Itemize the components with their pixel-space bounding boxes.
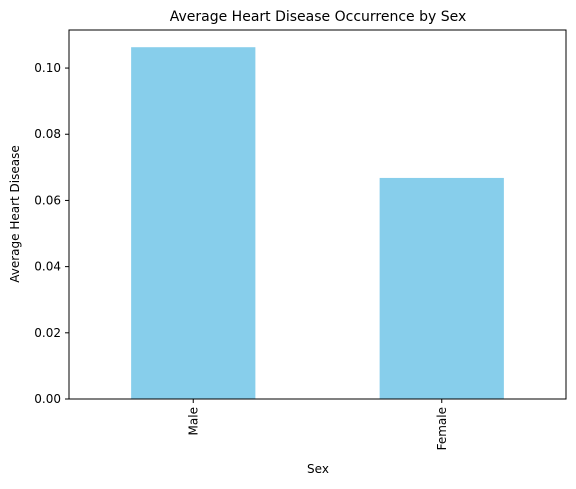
y-axis-label: Average Heart Disease — [8, 145, 22, 283]
y-tick-label: 0.06 — [34, 193, 61, 207]
x-axis-label: Sex — [307, 462, 329, 476]
y-tick-label: 0.04 — [34, 260, 61, 274]
chart-title: Average Heart Disease Occurrence by Sex — [170, 9, 467, 25]
y-tick-label: 0.02 — [34, 326, 61, 340]
plot-frame — [68, 29, 567, 400]
y-tick-label: 0.10 — [34, 61, 61, 75]
x-tick-label-female: Female — [435, 407, 449, 450]
y-tick-label: 0.00 — [34, 392, 61, 406]
bars-layer — [131, 47, 504, 400]
x-axis: Male Female — [186, 399, 449, 450]
bar-female — [379, 177, 504, 399]
y-axis: 0.00 0.02 0.04 0.06 0.08 0.10 — [34, 61, 69, 406]
x-tick-label-male: Male — [186, 407, 200, 435]
y-tick-label: 0.08 — [34, 127, 61, 141]
bar-male — [131, 47, 256, 400]
